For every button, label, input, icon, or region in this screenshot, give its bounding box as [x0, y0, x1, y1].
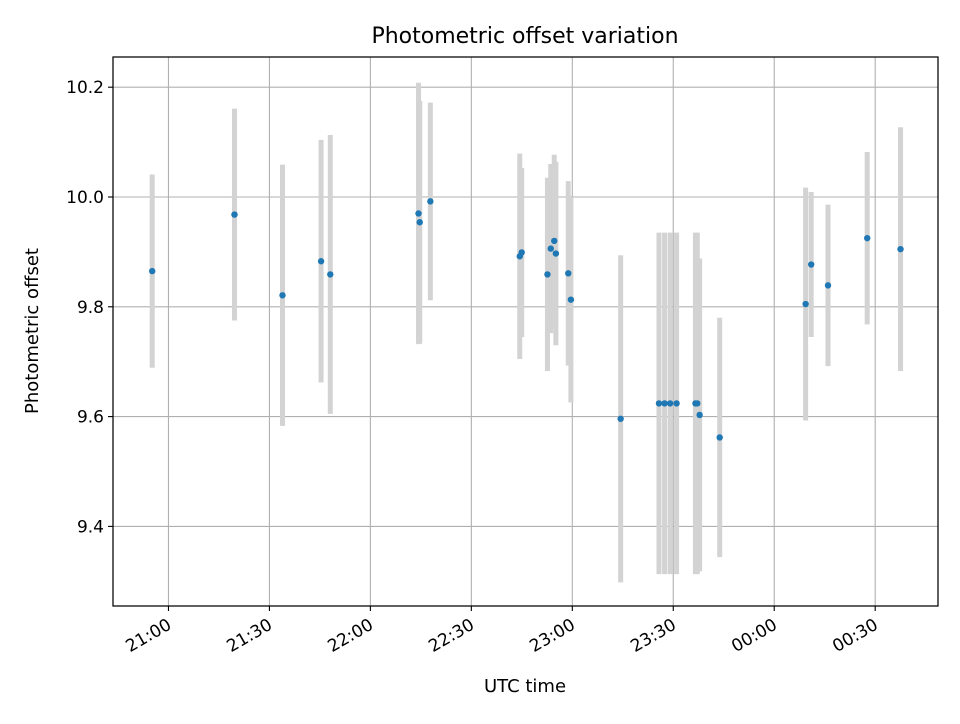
data-point: [427, 198, 434, 205]
data-point: [565, 270, 572, 277]
plot-area-background: [113, 57, 938, 606]
data-point: [696, 411, 703, 419]
data-point: [518, 249, 525, 256]
plot-frame: [112, 56, 939, 607]
data-point: [317, 258, 325, 265]
data-point: [824, 282, 832, 289]
y-tick-label: 9.4: [77, 517, 104, 537]
data-point: [864, 234, 871, 242]
data-point: [567, 296, 575, 303]
x-axis-label: UTC time: [484, 676, 566, 697]
y-axis-label: Photometric offset: [22, 248, 43, 414]
data-point: [617, 415, 624, 422]
data-point: [661, 400, 668, 407]
data-point: [807, 261, 815, 268]
data-point: [416, 219, 423, 226]
y-tick-label: 9.6: [77, 408, 104, 428]
y-tick-label: 10.0: [66, 188, 104, 208]
data-point: [655, 400, 663, 407]
data-point: [716, 434, 723, 441]
data-point: [694, 400, 701, 407]
y-tick-label: 10.2: [66, 78, 104, 98]
data-point: [231, 211, 238, 218]
data-point: [802, 300, 809, 308]
data-point: [547, 245, 554, 252]
data-point: [673, 400, 680, 407]
point-layer: [149, 198, 904, 441]
data-point: [415, 210, 422, 217]
data-point: [279, 292, 286, 299]
data-point: [544, 271, 551, 278]
y-tick-label: 9.8: [77, 298, 104, 318]
data-point: [149, 267, 156, 275]
data-point: [666, 400, 674, 407]
data-point: [552, 250, 560, 257]
grid-layer: [113, 57, 938, 606]
data-point: [897, 245, 904, 253]
data-point: [327, 271, 334, 278]
data-point: [551, 237, 558, 245]
chart-title: Photometric offset variation: [371, 24, 678, 49]
